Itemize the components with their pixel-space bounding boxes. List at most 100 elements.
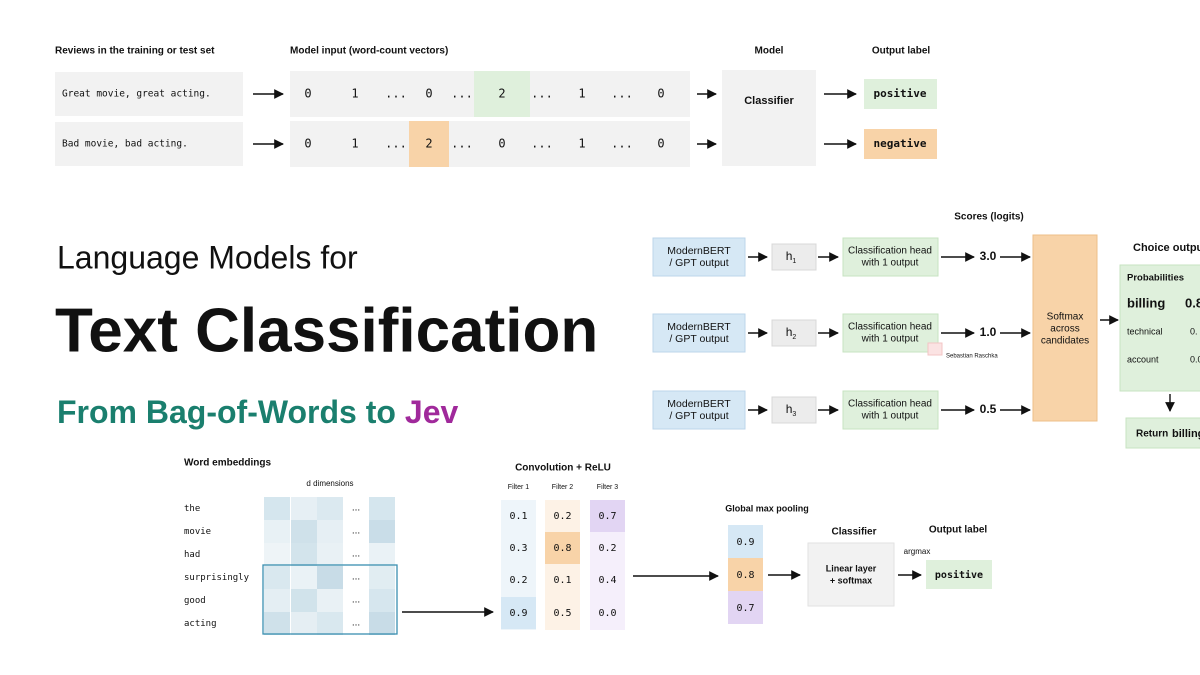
embedding-cell <box>291 543 317 566</box>
filter-value: 0.2 <box>598 543 616 554</box>
embedding-cell <box>264 566 290 589</box>
section-title: Convolution + ReLU <box>515 463 611 474</box>
embedding-cell <box>317 612 343 635</box>
hidden-box <box>771 319 817 347</box>
choice-value: 0.8 <box>1185 295 1200 310</box>
vector-cell: 2 <box>425 137 432 151</box>
review-box <box>55 72 243 116</box>
filter-column <box>545 500 580 630</box>
filter-value: 0.5 <box>553 608 571 619</box>
embedding-cell <box>317 520 343 543</box>
filter-value: 0.0 <box>598 608 616 619</box>
vector-highlight <box>409 121 449 167</box>
filter-name: Filter 3 <box>597 484 619 491</box>
vector-cell: 1 <box>351 87 358 101</box>
filter-value: 0.2 <box>553 511 571 522</box>
vector-cell: 1 <box>351 137 358 151</box>
subtitle: From Bag-of-Words to Jev <box>57 394 459 430</box>
pooled-cell <box>728 558 763 591</box>
filter-max <box>501 597 536 629</box>
embedding-cell <box>317 589 343 612</box>
head-text: Classification head <box>848 322 932 333</box>
input-box <box>652 313 746 353</box>
score: 0.5 <box>980 402 997 416</box>
vector-cell: 0 <box>498 137 505 151</box>
choice-value: 0. <box>1190 326 1198 336</box>
softmax-text: candidates <box>1041 336 1089 347</box>
choice-value: 0.0 <box>1190 354 1200 364</box>
input-box <box>652 390 746 430</box>
classifier-box <box>722 70 816 166</box>
word: movie <box>184 527 211 537</box>
vector-cell: ... <box>451 87 473 101</box>
output-label: positive <box>874 87 927 100</box>
pooled-value: 0.8 <box>736 570 754 581</box>
embedding-cell <box>291 566 317 589</box>
filter-name: Filter 1 <box>508 484 530 491</box>
vector-highlight <box>474 71 530 117</box>
output-label: negative <box>874 137 927 150</box>
hidden-symbol: h <box>786 402 793 416</box>
head-box <box>842 313 939 353</box>
input-text: / GPT output <box>669 333 728 345</box>
softmax-box <box>1032 234 1098 422</box>
embedding-cell <box>369 566 395 589</box>
argmax-label: argmax <box>904 547 931 556</box>
section-title: Choice outpu <box>1133 242 1200 254</box>
column-header: Model <box>755 46 784 57</box>
pooled-value: 0.9 <box>736 537 754 548</box>
vector-cell: 0 <box>657 87 664 101</box>
filter-max <box>545 532 580 564</box>
classifier-label: Classifier <box>744 95 794 107</box>
review-text: Great movie, great acting. <box>62 89 211 100</box>
score: 1.0 <box>980 325 997 339</box>
vector-cell: ... <box>611 137 633 151</box>
softmax-text: Softmax <box>1047 312 1084 323</box>
vector-cell: 0 <box>304 137 311 151</box>
embedding-cell <box>369 497 395 520</box>
vector-cell: 0 <box>425 87 432 101</box>
choice-label: technical <box>1127 326 1163 336</box>
vector-cell: 0 <box>657 137 664 151</box>
subtitle-text: From Bag-of-Words to <box>57 394 396 430</box>
filter-value: 0.3 <box>509 543 527 554</box>
subtitle-highlight: Jev <box>405 394 459 430</box>
hidden-state: h2 <box>786 325 797 341</box>
column-header: Model input (word-count vectors) <box>290 46 448 57</box>
filter-value: 0.9 <box>509 608 527 619</box>
ellipsis: ... <box>352 572 360 583</box>
embedding-cell <box>317 497 343 520</box>
vector-cell: 1 <box>578 87 585 101</box>
classifier-box <box>807 542 895 607</box>
filter-value: 0.4 <box>598 575 616 586</box>
embedding-cell <box>264 612 290 635</box>
hidden-box <box>771 396 817 424</box>
probabilities-title: Probabilities <box>1127 273 1184 284</box>
classifier-text: Linear layer <box>826 563 877 573</box>
watermark: Sebastian Raschka <box>946 354 998 360</box>
section-title: Global max pooling <box>725 503 809 513</box>
hidden-state: h1 <box>786 249 797 265</box>
output-box <box>864 79 937 109</box>
filter-value: 0.1 <box>509 511 527 522</box>
embedding-cell <box>369 612 395 635</box>
vector-cell: 2 <box>498 87 505 101</box>
input-text: ModernBERT <box>667 245 731 257</box>
section-title: Word embeddings <box>184 458 271 469</box>
return-box <box>1125 417 1200 449</box>
hidden-index: 3 <box>792 411 796 418</box>
watermark-icon <box>927 342 943 356</box>
hidden-state: h3 <box>786 402 797 418</box>
vector-cell: ... <box>385 137 407 151</box>
embedding-cell <box>317 566 343 589</box>
input-text: ModernBERT <box>667 321 731 333</box>
hidden-symbol: h <box>786 249 793 263</box>
embedding-cell <box>369 520 395 543</box>
ellipsis: ... <box>352 503 360 514</box>
vector-cell: ... <box>531 87 553 101</box>
output-label: positive <box>935 569 983 581</box>
vector-box <box>290 121 690 167</box>
word: the <box>184 504 200 514</box>
choice-label: account <box>1127 354 1159 364</box>
